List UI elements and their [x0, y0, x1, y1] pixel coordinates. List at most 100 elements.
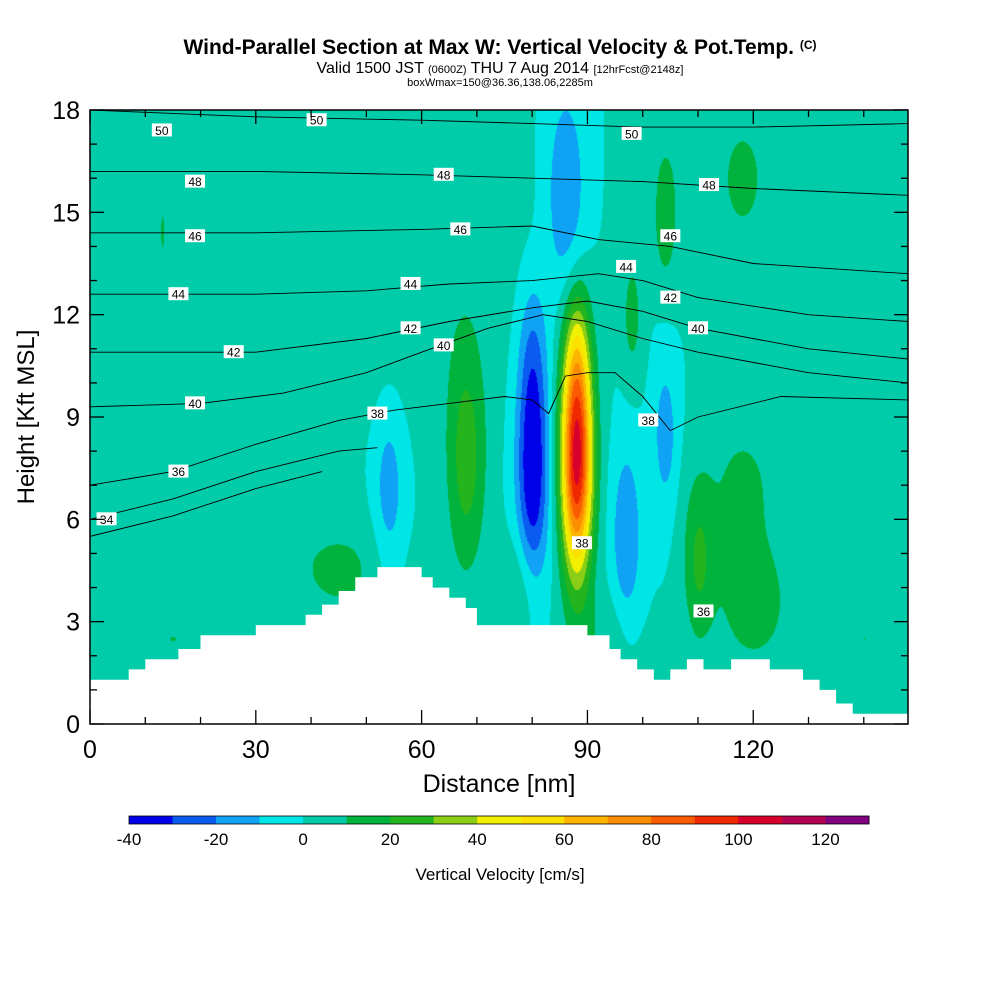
theta-label-text: 38: [371, 407, 385, 421]
theta-label: 48: [433, 167, 454, 182]
colorbar-swatch: [433, 816, 478, 824]
colorbar-tick-label: 60: [555, 830, 574, 849]
theta-label-text: 40: [188, 397, 202, 411]
theta-contour-48: [90, 170, 908, 196]
colorbar-tick-label: 100: [724, 830, 752, 849]
y-tick-label: 0: [66, 711, 80, 739]
theta-label: 36: [693, 604, 714, 619]
theta-label-box: [400, 276, 421, 290]
colorbar-tick-label: 120: [811, 830, 839, 849]
theta-label-box: [185, 396, 206, 410]
x-tick-label: 30: [242, 736, 270, 764]
theta-contour-44: [90, 273, 908, 322]
theta-label: 50: [621, 126, 642, 141]
theta-label-box: [433, 338, 454, 352]
theta-label-text: 42: [227, 346, 241, 360]
x-tick-label: 90: [574, 736, 602, 764]
theta-contour-46: [90, 225, 908, 275]
colorbar-swatch: [781, 816, 826, 824]
y-tick-label: 12: [52, 302, 80, 330]
colorbar-swatch: [607, 816, 652, 824]
theta-label-box: [96, 512, 117, 526]
y-tick-label: 6: [66, 506, 80, 534]
colorbar-swatch: [825, 816, 870, 824]
colorbar-swatch: [477, 816, 522, 824]
x-tick-label: 0: [83, 736, 97, 764]
theta-label-box: [400, 321, 421, 335]
chart-box-info: boxWmax=150@36.36,138.06,2285m: [407, 77, 593, 89]
x-axis-label: Distance [nm]: [423, 770, 576, 798]
colorbar-tick-label: -20: [204, 830, 229, 849]
theta-label-text: 42: [664, 291, 678, 305]
y-axis-label: Height [Kft MSL]: [13, 330, 40, 505]
theta-label-box: [151, 123, 172, 137]
colorbar-swatch: [129, 816, 173, 824]
x-tick-label: 120: [732, 736, 774, 764]
theta-label: 42: [223, 345, 244, 360]
theta-label-box: [638, 413, 659, 427]
theta-label-text: 34: [100, 513, 114, 527]
y-tick-label: 15: [52, 199, 80, 227]
theta-contour-36: [90, 447, 378, 520]
colorbar-swatch: [216, 816, 260, 824]
theta-label-text: 48: [702, 179, 716, 193]
theta-label: 50: [306, 113, 327, 128]
vertical-velocity-field: [90, 110, 908, 724]
colorbar-swatch: [520, 816, 565, 824]
theta-label-box: [168, 287, 189, 301]
colorbar-swatch: [738, 816, 783, 824]
theta-label-box: [660, 290, 681, 304]
theta-label: 48: [185, 174, 206, 189]
theta-contour-40: [90, 314, 908, 408]
colorbar-tick-label: -40: [117, 830, 142, 849]
theta-label-box: [621, 126, 642, 140]
colorbar-frame: [128, 815, 870, 825]
theta-label: 42: [660, 290, 681, 305]
theta-label: 40: [185, 396, 206, 411]
colorbar-swatch: [694, 816, 739, 824]
theta-label-box: [433, 167, 454, 181]
colorbar-tick-label: 20: [381, 830, 400, 849]
theta-contour-34: [90, 471, 323, 537]
colorbar-swatch: [172, 816, 217, 824]
theta-label-text: 36: [697, 605, 711, 619]
theta-label-text: 44: [172, 288, 186, 302]
theta-label-text: 46: [188, 230, 202, 244]
theta-label: 38: [367, 406, 388, 421]
theta-label-box: [616, 259, 637, 273]
theta-label-box: [699, 178, 720, 192]
theta-label-box: [693, 604, 714, 618]
theta-label-text: 36: [172, 465, 186, 479]
theta-label-box: [185, 174, 206, 188]
colorbar: -40 -20 0 20 40 60 80 100 120: [117, 815, 870, 849]
theta-label: 40: [687, 321, 708, 336]
theta-label: 44: [168, 287, 189, 302]
y-tick-label: 9: [66, 404, 80, 432]
theta-label: 40: [433, 338, 454, 353]
terrain-mask: [90, 567, 908, 724]
colorbar-swatch: [564, 816, 609, 824]
theta-label-box: [185, 229, 206, 243]
colorbar-swatch: [651, 816, 696, 824]
theta-label: 50: [151, 123, 172, 138]
colorbar-tick-label: 80: [642, 830, 661, 849]
theta-label-box: [367, 406, 388, 420]
theta-label-text: 50: [155, 124, 169, 138]
theta-label-text: 48: [437, 168, 451, 182]
theta-contour-42: [90, 300, 908, 360]
theta-label-box: [687, 321, 708, 335]
chart-title: Wind-Parallel Section at Max W: Vertical…: [183, 36, 817, 59]
theta-label-text: 38: [642, 414, 656, 428]
theta-label-box: [168, 464, 189, 478]
theta-label: 38: [571, 536, 592, 551]
theta-label-text: 40: [437, 339, 451, 353]
y-tick-label: 3: [66, 609, 80, 637]
colorbar-swatch: [346, 816, 391, 824]
theta-label: 46: [660, 229, 681, 244]
theta-label-text: 46: [454, 223, 468, 237]
theta-label: 44: [400, 276, 421, 291]
theta-label-box: [450, 222, 471, 236]
colorbar-swatch: [259, 816, 304, 824]
colorbar-swatch: [390, 816, 435, 824]
